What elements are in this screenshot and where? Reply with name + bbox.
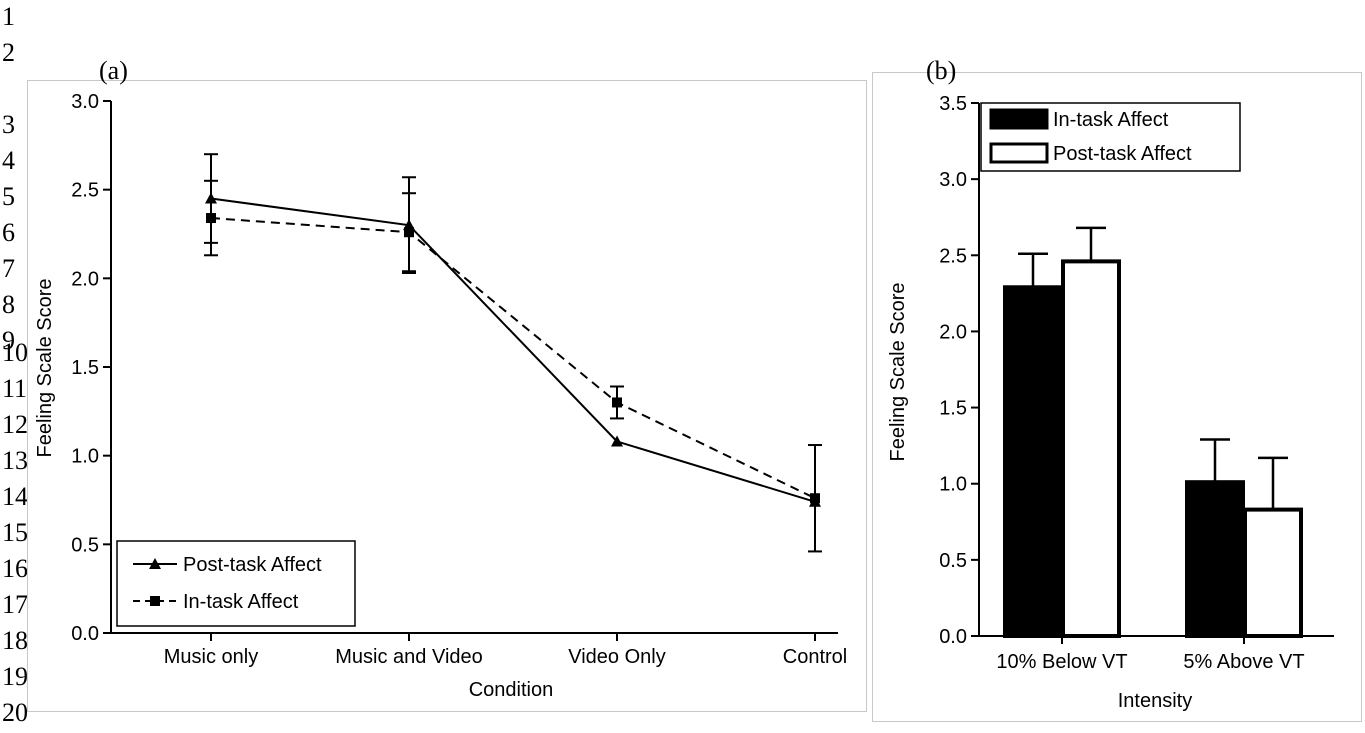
line-number: 1 [2,2,15,31]
line-number: 17 [2,590,28,619]
line-number: 10 [2,338,28,367]
y-tick-label: 3.5 [939,93,967,115]
legend-swatch-post-task [989,142,1049,164]
bar-post-task [1061,259,1121,638]
line-number: 13 [2,446,28,475]
data-point-square [810,493,820,504]
y-tick-label: 0.0 [939,626,967,648]
legend-label-post-task: Post-task Affect [1053,143,1192,165]
y-tick-label: 1.0 [939,474,967,496]
y-tick-label: 1.0 [71,446,99,468]
y-axis-title: Feeling Scale Score [34,279,56,458]
line-number: 16 [2,554,28,583]
line-number: 15 [2,518,28,547]
line-number: 6 [2,218,15,247]
data-point-square [404,227,414,238]
y-tick-label: 3.0 [71,91,99,113]
line-number: 20 [2,698,28,727]
legend-label-post-task: Post-task Affect [183,554,322,576]
line-number: 11 [2,374,28,403]
x-tick-label: 5% Above VT [1183,651,1304,673]
x-tick-label: Music only [164,646,258,668]
line-number: 9 [2,326,15,355]
x-axis-title: Intensity [1118,690,1192,712]
line-number: 8 [2,290,15,319]
line-number: 14 [2,482,28,511]
panel-a-frame [27,80,867,712]
y-tick-label: 2.0 [71,268,99,290]
chart-panel-b: 0.0 0.5 1.0 1.5 2.0 2.5 3.0 3.5 10% Below VT 5% A… [872,72,1362,722]
legend-label-in-task: In-task Affect [1053,109,1169,131]
bar-post-task [1243,507,1303,638]
line-number: 18 [2,626,28,655]
legend-marker-triangle [149,558,161,569]
bar-in-task [1185,480,1245,639]
chart-panel-a: 0.0 0.5 1.0 1.5 2.0 2.5 3.0 Music only Music and… [27,80,867,712]
panel-b-label: (b) [926,56,957,85]
y-tick-label: 0.0 [71,623,99,645]
y-tick-label: 1.5 [71,357,99,379]
x-tick-label: Control [783,646,847,668]
line-number: 3 [2,110,15,139]
legend-marker-square [150,596,160,606]
x-tick-label: Video Only [568,646,665,668]
data-point-square [612,397,622,408]
y-tick-label: 3.0 [939,169,967,191]
y-tick-label: 0.5 [939,550,967,572]
x-axis-title: Condition [469,679,554,701]
data-point-triangle [205,192,217,204]
legend-swatch-in-task [989,108,1049,130]
line-number: 19 [2,662,28,691]
x-tick-label: Music and Video [335,646,483,668]
x-tick-label: 10% Below VT [996,651,1127,673]
data-point-square [206,213,216,224]
y-axis-title: Feeling Scale Score [887,283,909,462]
y-tick-label: 1.5 [939,398,967,420]
bar-in-task [1003,285,1063,638]
series-line-in-task [210,217,816,500]
line-number: 7 [2,254,15,283]
legend-box [116,540,356,627]
series-line-post-task [210,197,816,503]
line-number: 4 [2,146,15,175]
line-number: 12 [2,410,28,439]
panel-a-label: (a) [99,56,128,85]
y-tick-label: 2.5 [71,180,99,202]
data-point-triangle [611,435,623,447]
line-number: 5 [2,182,15,211]
y-tick-label: 2.5 [939,245,967,267]
legend-label-in-task: In-task Affect [183,591,299,613]
y-tick-label: 0.5 [71,534,99,556]
y-tick-label: 2.0 [939,321,967,343]
line-number: 2 [2,38,15,67]
document-line-numbers: 1 2 3 4 5 6 7 8 9 10 11 12 13 14 15 16 17 18 19 20 [0,0,40,733]
